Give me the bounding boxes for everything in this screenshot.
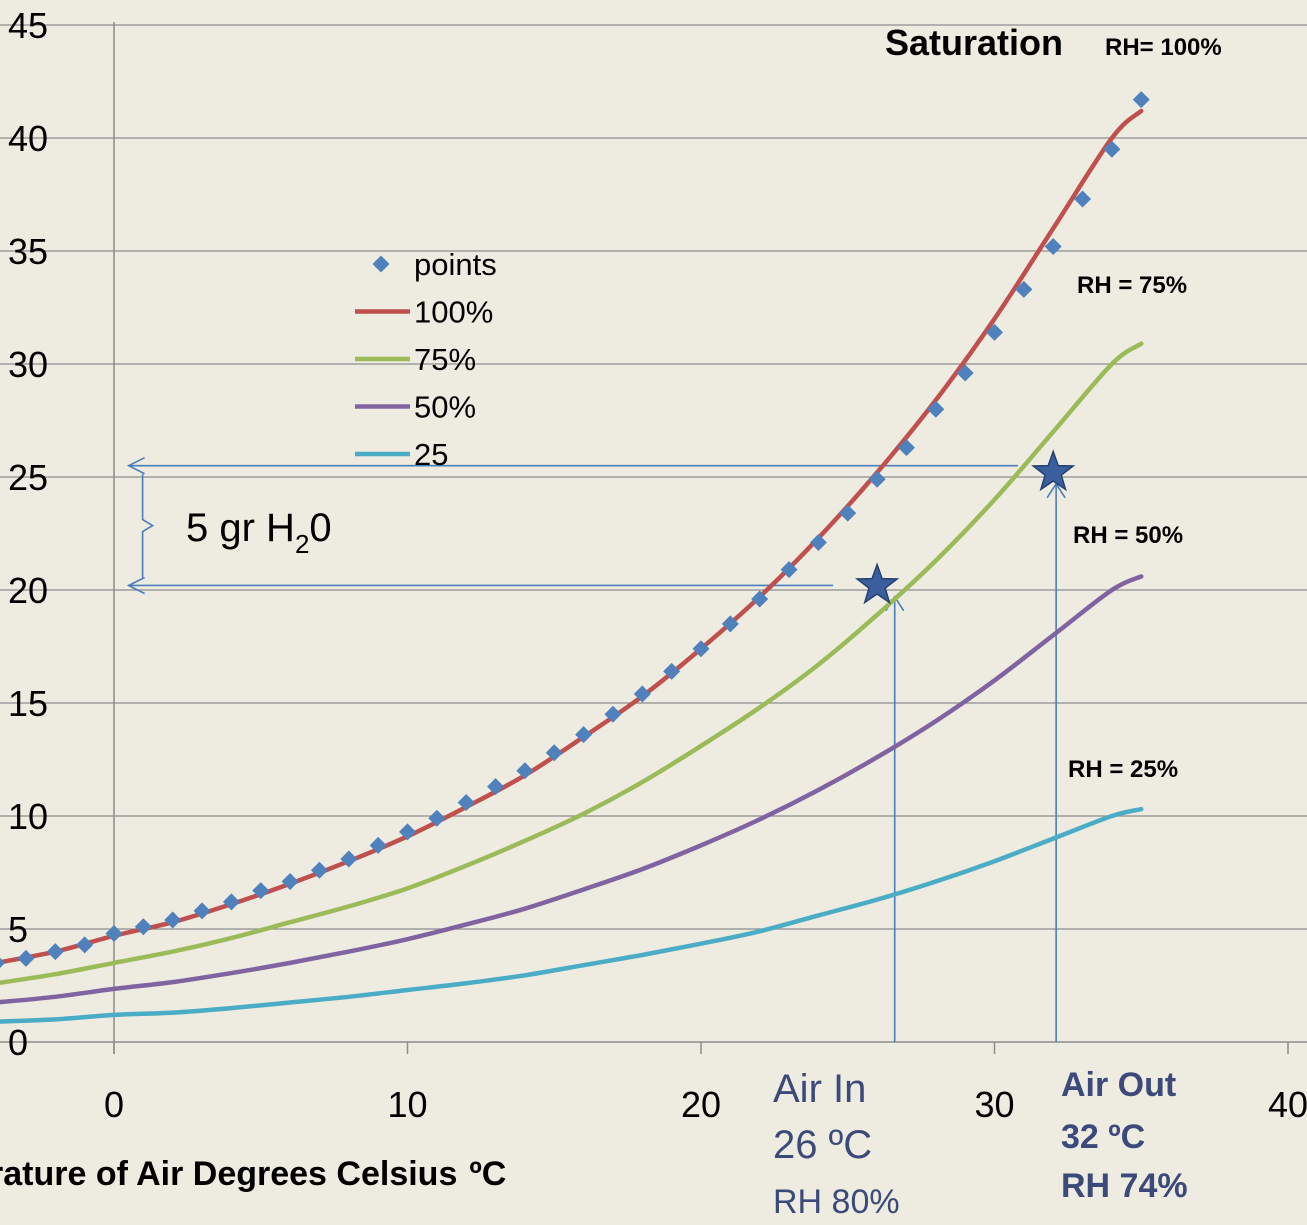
- y-tick-15: 15: [8, 683, 48, 724]
- rh25-label: RH = 25%: [1068, 756, 1178, 783]
- data-point: [46, 943, 64, 961]
- data-point: [751, 590, 769, 608]
- data-point: [399, 823, 416, 841]
- rh50-label: RH = 50%: [1073, 522, 1183, 549]
- guide-lines: [126, 456, 1066, 1042]
- delta-water-label: 5 gr H20: [186, 506, 332, 559]
- series-line-100pct: [0, 108, 1144, 965]
- x-tick-labels: 0 10 20 30 40: [104, 1084, 1307, 1125]
- data-point: [809, 534, 827, 552]
- star-markers: [854, 449, 1076, 605]
- data-point: [1044, 237, 1062, 255]
- data-point: [1074, 190, 1092, 208]
- x-tick-20: 20: [681, 1084, 721, 1125]
- air-out-line3: RH 74%: [1061, 1167, 1188, 1205]
- data-point: [134, 918, 152, 936]
- delta-water-sub: 2: [295, 529, 309, 559]
- series-line-75pct: [0, 341, 1144, 986]
- air-out-star: [1031, 449, 1076, 492]
- data-point: [252, 882, 270, 900]
- delta-water-main: 5 gr H: [186, 506, 295, 550]
- saturation-rh-label: RH= 100%: [1105, 34, 1222, 61]
- data-point: [927, 400, 945, 418]
- legend-label-25: 25: [414, 437, 448, 472]
- guide-brace: [141, 473, 155, 578]
- x-tick-40: 40: [1268, 1084, 1307, 1125]
- data-point: [986, 323, 1003, 341]
- data-point: [897, 439, 915, 457]
- data-point: [76, 936, 94, 954]
- legend-label-50pct: 50%: [414, 390, 476, 425]
- x-tick-10: 10: [387, 1084, 427, 1125]
- data-point: [516, 762, 534, 780]
- saturation-title: Saturation: [885, 22, 1063, 63]
- legend-label-100pct: 100%: [414, 295, 493, 330]
- legend-label-75pct: 75%: [414, 342, 476, 377]
- x-axis-label-unit: ºC: [469, 1155, 506, 1193]
- legend-label-points: points: [414, 247, 497, 282]
- air-in-star: [854, 562, 900, 605]
- air-out-line2: 32 ºC: [1061, 1118, 1145, 1156]
- data-point: [545, 744, 563, 762]
- data-point: [1132, 91, 1150, 109]
- data-point: [281, 873, 299, 891]
- legend-marker-points: [372, 255, 390, 273]
- data-point: [105, 925, 123, 943]
- y-tick-10: 10: [8, 796, 48, 837]
- guide-upper-arrow: [126, 456, 145, 475]
- data-points: [0, 91, 1150, 968]
- series-line-25: [0, 806, 1144, 1024]
- y-tick-35: 35: [8, 231, 48, 272]
- data-point: [487, 778, 505, 796]
- air-out-line1: Air Out: [1061, 1066, 1176, 1104]
- data-point: [868, 470, 886, 488]
- data-point: [310, 861, 328, 879]
- axes: [0, 22, 1307, 1054]
- data-point: [575, 726, 593, 744]
- y-tick-labels: 0 5 10 15 20 25 30 35 40 45: [8, 5, 48, 1063]
- y-tick-25: 25: [8, 457, 48, 498]
- y-tick-30: 30: [8, 344, 48, 385]
- data-point: [633, 685, 651, 703]
- rh75-label: RH = 75%: [1077, 272, 1187, 299]
- y-tick-45: 45: [8, 5, 48, 46]
- data-point: [340, 850, 358, 868]
- y-tick-40: 40: [8, 118, 48, 159]
- data-point: [780, 561, 798, 579]
- legend: points 100% 75% 50% 25: [355, 247, 497, 472]
- data-point: [193, 902, 211, 920]
- data-point: [457, 793, 475, 811]
- data-point: [428, 809, 446, 827]
- guide-lower-arrow: [126, 576, 145, 595]
- data-point: [369, 836, 387, 854]
- air-in-line2: 26 ºC: [773, 1123, 872, 1167]
- y-tick-0: 0: [8, 1022, 28, 1063]
- grid-lines: [0, 24, 1307, 930]
- data-point: [721, 615, 739, 633]
- air-in-line1: Air In: [773, 1067, 866, 1111]
- data-point: [663, 662, 681, 680]
- data-point: [692, 640, 710, 658]
- series-line-50pct: [0, 574, 1144, 1005]
- data-point: [17, 949, 35, 967]
- data-point: [1015, 280, 1033, 298]
- data-point: [604, 705, 622, 723]
- data-point: [0, 957, 6, 968]
- x-tick-0: 0: [104, 1084, 124, 1125]
- y-tick-20: 20: [8, 570, 48, 611]
- x-tick-30: 30: [974, 1084, 1014, 1125]
- data-point: [222, 893, 240, 911]
- data-point: [1103, 140, 1121, 158]
- y-tick-5: 5: [8, 909, 28, 950]
- x-axis-label-text: rature of Air Degrees Celsius: [0, 1155, 457, 1193]
- data-point: [839, 504, 857, 522]
- x-axis-label: rature of Air Degrees Celsius ºC: [0, 1155, 506, 1193]
- data-point: [956, 364, 974, 382]
- data-point: [164, 911, 182, 929]
- series-lines: [0, 108, 1144, 1024]
- air-in-line3: RH 80%: [773, 1183, 900, 1221]
- delta-water-tail: 0: [309, 506, 331, 550]
